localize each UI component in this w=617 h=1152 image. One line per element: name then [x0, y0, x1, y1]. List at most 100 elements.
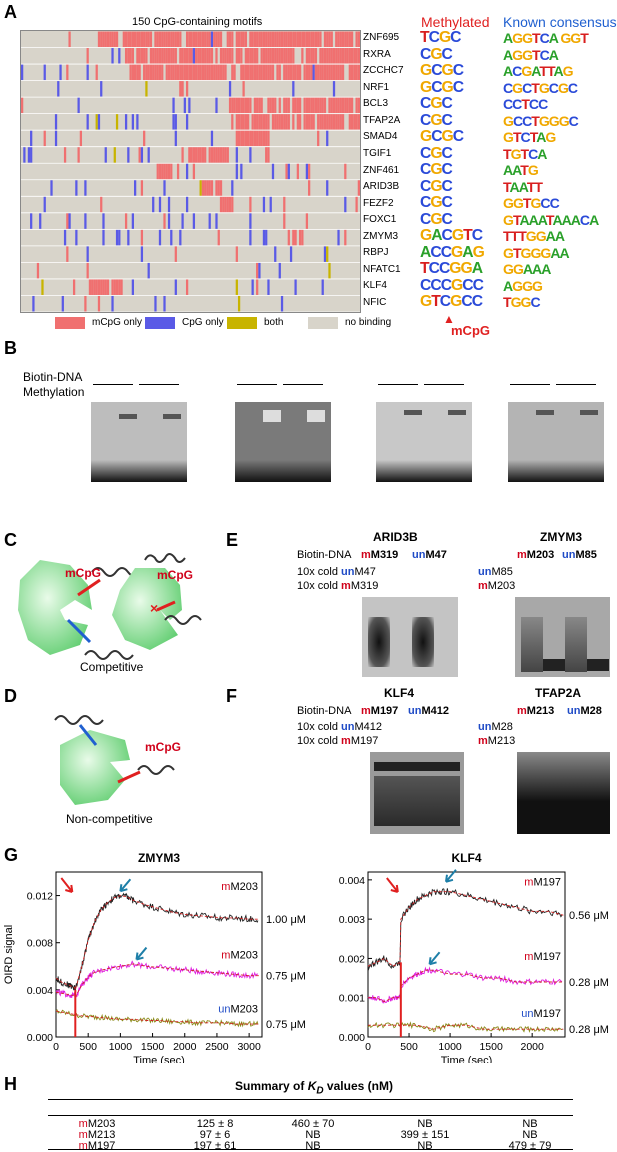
heatmap-cell — [219, 180, 223, 196]
heatmap-cell — [181, 48, 184, 64]
b-gel-image — [508, 402, 604, 482]
kd-title-suffix: values (nM) — [323, 1079, 393, 1093]
heatmap-cell — [341, 97, 345, 114]
logo-letter: T — [420, 29, 430, 46]
b-shift-band — [404, 410, 422, 415]
heatmap-cell — [185, 64, 189, 81]
heatmap-cell — [240, 31, 243, 48]
f-klf-title: KLF4 — [384, 686, 414, 700]
heatmap-cell — [251, 130, 254, 147]
heatmap-cell — [235, 279, 238, 295]
logo-letter: G — [430, 144, 442, 162]
heatmap-cell — [326, 31, 329, 48]
heatmap-cell — [79, 130, 83, 147]
methylated-logo: CGC — [420, 144, 500, 163]
logo-letter: G — [521, 63, 532, 80]
logo-letter: G — [560, 30, 571, 46]
heatmap-cell — [27, 147, 31, 163]
f-t-row2-id: M213 — [487, 735, 516, 747]
heatmap-cell — [179, 81, 182, 97]
logo-letter: C — [441, 161, 453, 179]
logo-letter: C — [520, 129, 531, 146]
kd-motif-id-text: M203 — [87, 1118, 116, 1130]
logo-letter: G — [503, 112, 514, 129]
heatmap-cell — [138, 48, 141, 64]
concentration-label: 0.75 μM — [266, 971, 306, 983]
f-t-row1-prefix: un — [478, 721, 492, 733]
kd-motif-prefix: m — [78, 1129, 88, 1141]
series-line — [367, 1021, 563, 1033]
logo-letter: C — [522, 112, 532, 129]
b-methylation-label: Methylation — [23, 385, 85, 399]
heatmap-cell — [183, 97, 186, 114]
logo-letter: G — [430, 177, 442, 195]
f-biotin-label: Biotin-DNA — [297, 705, 352, 717]
red-arrow-d — [117, 770, 141, 784]
heatmap-cell — [188, 48, 191, 64]
heatmap-cell — [339, 64, 342, 81]
logo-letter: T — [520, 162, 529, 179]
heatmap-cell — [285, 97, 288, 114]
logo-letter: C — [439, 293, 451, 311]
logo-letter: G — [503, 195, 514, 212]
heatmap-cell — [188, 97, 191, 114]
kd-table-top-rule — [48, 1099, 573, 1100]
x-tick-label: 0 — [365, 1041, 371, 1053]
kd-motif-id: mM197 — [52, 1140, 142, 1152]
heatmap-cell — [294, 279, 297, 295]
heatmap-cell — [233, 64, 236, 81]
heatmap-cell — [319, 31, 322, 48]
b-shift-band — [263, 410, 281, 422]
heatmap-cell — [106, 279, 110, 295]
heatmap-cell — [210, 130, 214, 147]
heatmap-cell — [54, 130, 58, 147]
heatmap-cell — [115, 31, 119, 48]
logo-letter: G — [420, 128, 432, 146]
heatmap-cell — [152, 64, 155, 81]
heatmap-cell — [228, 196, 232, 213]
heatmap-cell — [355, 114, 358, 130]
heatmap-cell — [298, 31, 302, 48]
logo-letter: A — [559, 244, 570, 261]
heatmap-cell — [305, 97, 309, 114]
heatmap-cell — [61, 295, 64, 312]
heatmap-cell — [115, 114, 119, 130]
panel-label-a: A — [4, 2, 17, 22]
heatmap-cell — [63, 147, 67, 163]
heatmap-cell — [265, 130, 268, 147]
methylated-logo: CGC — [420, 95, 500, 113]
heatmap-cell — [289, 31, 293, 48]
heatmap-cell — [102, 279, 105, 295]
logo-letter: A — [541, 261, 551, 278]
panel-label-g: G — [4, 845, 19, 865]
known-consensus-logo: AGGTCA GGT — [503, 30, 615, 47]
heatmap-cell — [344, 48, 347, 64]
logo-letter: G — [430, 210, 442, 228]
heatmap-cell — [172, 114, 175, 130]
b-gel-image — [235, 402, 331, 482]
logo-letter: C — [441, 45, 453, 63]
heatmap-cell — [145, 81, 148, 97]
heatmap-cell — [165, 64, 168, 81]
heatmap-cell — [167, 213, 171, 229]
heatmap-cell — [312, 31, 315, 48]
logo-letter: C — [440, 243, 452, 261]
heatmap-cell — [210, 31, 214, 48]
heatmap-cell — [235, 97, 238, 114]
logo-letter: C — [540, 195, 550, 212]
f-t-row1-id: M28 — [491, 721, 513, 733]
heatmap-cell — [131, 279, 134, 295]
heatmap-cell — [210, 180, 214, 196]
fit-curve — [55, 963, 259, 998]
heatmap-cell — [39, 213, 42, 229]
heatmap-cell — [174, 114, 177, 130]
heatmap-cell — [283, 213, 286, 229]
logo-letter: A — [420, 243, 431, 261]
heatmap-cell — [314, 97, 318, 114]
heatmap-cell — [260, 130, 263, 147]
heatmap-cell — [335, 48, 338, 64]
heatmap-cell — [197, 48, 200, 64]
heatmap-cell — [253, 31, 257, 48]
e-row2-text: 10x cold — [297, 580, 338, 592]
legend-swatch-none — [308, 317, 338, 329]
